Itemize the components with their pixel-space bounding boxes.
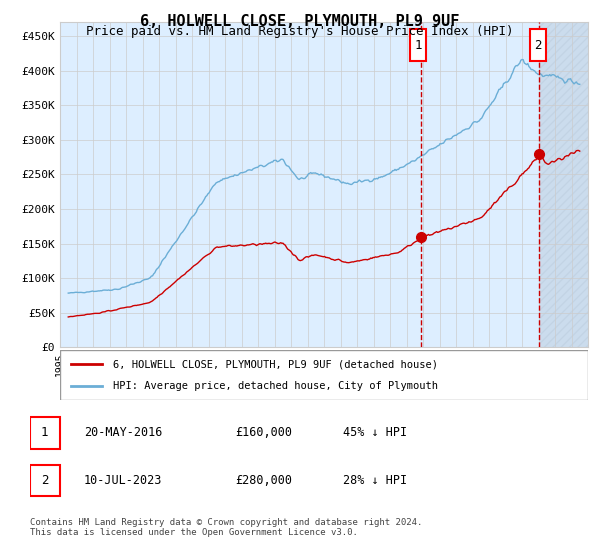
Text: 2: 2 (534, 39, 542, 52)
FancyBboxPatch shape (30, 417, 60, 449)
FancyBboxPatch shape (410, 29, 426, 62)
Text: HPI: Average price, detached house, City of Plymouth: HPI: Average price, detached house, City… (113, 381, 438, 391)
Text: 6, HOLWELL CLOSE, PLYMOUTH, PL9 9UF: 6, HOLWELL CLOSE, PLYMOUTH, PL9 9UF (140, 14, 460, 29)
Text: 6, HOLWELL CLOSE, PLYMOUTH, PL9 9UF (detached house): 6, HOLWELL CLOSE, PLYMOUTH, PL9 9UF (det… (113, 359, 438, 369)
Text: 10-JUL-2023: 10-JUL-2023 (84, 474, 163, 487)
Text: £160,000: £160,000 (235, 426, 292, 439)
Text: 2: 2 (41, 474, 49, 487)
Text: 1: 1 (415, 39, 422, 52)
Text: 20-MAY-2016: 20-MAY-2016 (84, 426, 163, 439)
FancyBboxPatch shape (530, 29, 546, 62)
FancyBboxPatch shape (60, 350, 588, 400)
Text: 28% ↓ HPI: 28% ↓ HPI (343, 474, 407, 487)
Bar (539, 22, 588, 347)
Text: 1: 1 (41, 426, 49, 439)
Text: Price paid vs. HM Land Registry's House Price Index (HPI): Price paid vs. HM Land Registry's House … (86, 25, 514, 38)
FancyBboxPatch shape (30, 465, 60, 496)
Text: Contains HM Land Registry data © Crown copyright and database right 2024.
This d: Contains HM Land Registry data © Crown c… (30, 518, 422, 538)
Text: 45% ↓ HPI: 45% ↓ HPI (343, 426, 407, 439)
Text: £280,000: £280,000 (235, 474, 292, 487)
